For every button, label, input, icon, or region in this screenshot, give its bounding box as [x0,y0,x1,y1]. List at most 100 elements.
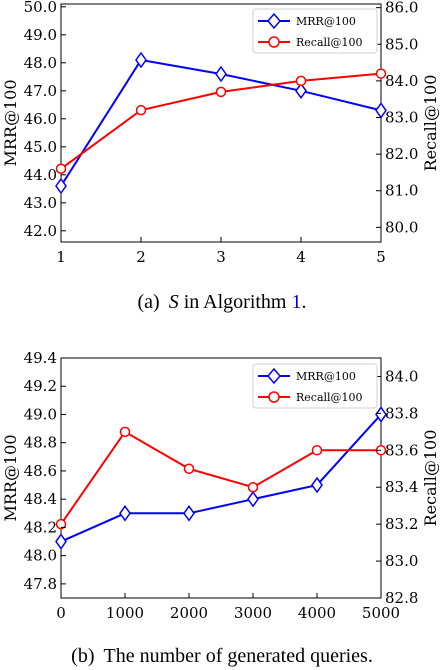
chart-a-x-tick-label: 4 [296,248,306,266]
chart-a-caption: (a) S in Algorithm 1. [138,291,307,313]
chart-b-series-mrr-point [119,505,131,522]
chart-b-y-ticks: 47.8 48.0 48.2 48.4 48.6 48.8 49.0 49.2 49.4 [24,349,66,593]
chart-b-y-tick-label: 48.8 [24,434,57,452]
chart-b-series-recall-point [311,445,323,456]
chart-b-legend-mrr-diamond-icon [267,367,281,385]
chart-a-y-tick-label: 50.0 [24,0,57,16]
chart-a-x-tick-label: 2 [136,248,146,266]
chart-b-y-tick-label: 49.4 [24,349,57,367]
chart-b-y2-tick-label: 84.0 [385,367,418,385]
chart-b-y-tick-label: 47.8 [24,575,57,593]
chart-b-y-tick-label: 48.0 [24,547,57,565]
chart-b: 0 1000 2000 3000 4000 5000 47.8 48.0 48.2 48.4 48… [1,349,440,667]
chart-a-series-recall-point [135,104,147,116]
chart-a-y-tick-label: 43.0 [24,194,57,212]
chart-b-series-recall-point [55,518,67,530]
chart-a-y2-tick-label: 82.0 [385,145,418,163]
chart-a-caption-suffix: . [302,291,307,313]
chart-b-y2-tick-label: 83.4 [385,478,418,496]
chart-b-y2-tick-label: 83.2 [385,515,418,533]
chart-b-x-tick-label: 0 [56,604,66,622]
chart-a-y-tick-label: 46.0 [24,110,57,128]
chart-a-y-tick-label: 47.0 [24,82,57,100]
chart-a-series-mrr-point [135,51,147,69]
chart-b-series-mrr-line [60,413,382,543]
chart-a-series-recall-point [55,163,67,175]
chart-b-legend-recall-circle-icon [268,391,280,403]
chart-b-y-tick-label: 48.4 [24,490,57,508]
chart-a-x-tick-label: 1 [56,248,66,266]
chart-a-series-mrr-point [295,82,307,100]
chart-b-legend-mrr-label: MRR@100 [296,370,356,383]
chart-b-y2-tick-label: 83.0 [385,552,418,570]
chart-b-legend-recall-label: Recall@100 [296,391,363,404]
chart-a-y2-tick-label: 86.0 [385,0,418,17]
chart-a-y-tick-label: 45.0 [24,138,57,156]
chart-a-y-tick-label: 44.0 [24,166,57,184]
chart-a-x-tick-label: 5 [376,248,386,266]
chart-a-caption-middle: in Algorithm [179,291,292,313]
chart-b-x-tick-label: 1000 [106,604,144,622]
chart-b-y2-ticks: 82.8 83.0 83.2 83.4 83.6 83.8 84.0 [376,367,418,607]
chart-a: 1 2 3 4 5 42.0 43.0 44.0 45.0 46.0 47.0 48.0 49.0 50… [1,0,440,313]
chart-a-series-mrr-point [215,65,227,83]
chart-b-x-tick-label: 3000 [234,604,272,622]
chart-b-x-tick-label: 5000 [362,604,400,622]
chart-a-series-mrr-point [55,177,67,195]
chart-a-x-ticks: 1 2 3 4 5 [56,237,386,266]
chart-b-y2-tick-label: 83.8 [385,404,418,422]
chart-b-series-mrr-point [55,533,67,550]
chart-b-legend: MRR@100 Recall@100 [252,363,378,409]
chart-b-series-lines [60,413,382,543]
chart-b-series-recall-line [60,430,381,525]
chart-a-series-marks [55,51,387,195]
chart-a-y-axis-label: MRR@100 [1,79,20,166]
chart-b-series-mrr-point [247,490,259,508]
chart-a-y2-ticks: 80.0 81.0 82.0 83.0 84.0 85.0 86.0 [376,0,418,236]
chart-b-y-tick-label: 48.2 [24,518,57,536]
chart-b-series-recall-point [183,463,195,475]
chart-a-y2-tick-label: 80.0 [385,218,418,236]
chart-a-y-tick-label: 49.0 [24,26,57,44]
chart-a-legend: MRR@100 Recall@100 [252,8,378,54]
chart-a-y2-tick-label: 85.0 [385,35,418,53]
chart-b-x-ticks: 0 1000 2000 3000 4000 5000 [56,593,400,622]
chart-a-y-ticks: 42.0 43.0 44.0 45.0 46.0 47.0 48.0 49.0 50.0 [24,0,66,240]
chart-b-x-tick-label: 4000 [298,604,336,622]
chart-a-y-tick-label: 48.0 [24,54,57,72]
chart-b-plot-frame [60,357,382,599]
chart-a-caption-reference: 1 [292,291,302,313]
chart-b-series-recall-point [119,426,131,438]
chart-a-caption-variable: S [169,291,179,313]
chart-b-y2-axis-label: Recall@100 [421,430,440,527]
chart-b-y-tick-label: 49.0 [24,405,57,423]
chart-a-series-recall-point [215,86,227,98]
chart-b-series-mrr-point [375,406,387,423]
chart-a-legend-recall-circle-icon [268,36,280,48]
chart-a-y2-tick-label: 83.0 [385,109,418,127]
chart-b-y-tick-label: 48.6 [24,462,57,480]
chart-b-caption: (b) The number of generated queries. [71,645,373,667]
chart-b-series-mrr-point [311,476,323,494]
chart-a-series-recall-point [295,75,307,87]
chart-b-x-tick-label: 2000 [170,604,208,622]
chart-a-legend-recall-label: Recall@100 [296,36,363,49]
chart-b-series-recall-point [247,481,259,493]
chart-a-legend-mrr-diamond-icon [267,12,281,30]
chart-b-series-mrr-point [183,505,195,522]
chart-b-y-tick-label: 49.2 [24,377,57,395]
chart-a-series-recall-point [375,68,387,79]
chart-a-y-tick-label: 42.0 [24,222,57,240]
chart-b-y-axis-label: MRR@100 [1,434,20,521]
chart-a-y2-axis-label: Recall@100 [421,75,440,172]
chart-a-y2-tick-label: 81.0 [385,182,418,200]
chart-a-y2-tick-label: 84.0 [385,72,418,90]
chart-b-caption-prefix: (b) [71,645,94,667]
chart-b-y2-tick-label: 83.6 [385,441,418,459]
chart-b-caption-text: The number of generated queries. [104,645,373,667]
chart-b-y2-tick-label: 82.8 [385,589,418,607]
chart-a-x-tick-label: 3 [216,248,226,266]
chart-a-caption-prefix: (a) [138,291,160,313]
chart-a-legend-mrr-label: MRR@100 [296,15,356,28]
